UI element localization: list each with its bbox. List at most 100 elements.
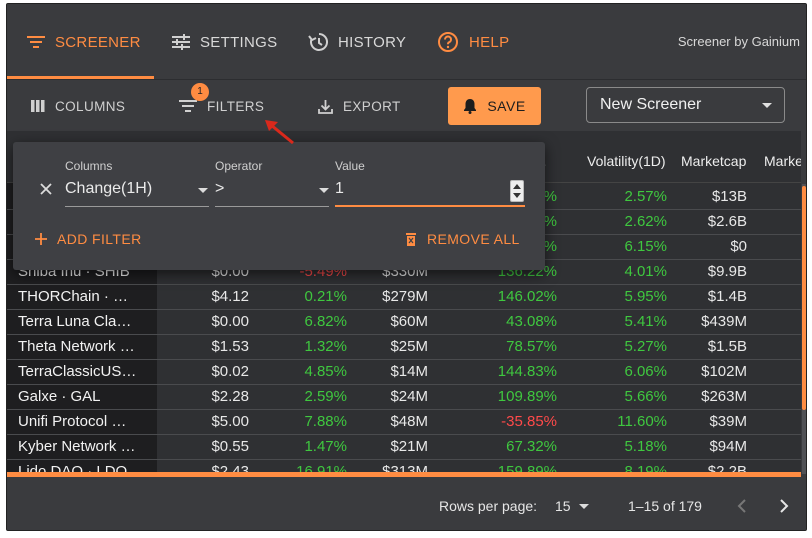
chevron-down-icon bbox=[578, 504, 589, 509]
filter-icon bbox=[179, 100, 197, 112]
cell-price: $0.02 bbox=[211, 363, 249, 380]
pagination-bar: Rows per page: 15 1–15 of 179 bbox=[7, 481, 806, 530]
cell-name: THORChain · … bbox=[7, 285, 157, 309]
columns-label: COLUMNS bbox=[55, 98, 126, 114]
tab-history[interactable]: HISTORY bbox=[308, 4, 406, 80]
prev-page-button[interactable] bbox=[737, 481, 747, 530]
columns-icon bbox=[31, 100, 45, 112]
cell-change: 144.83% bbox=[497, 363, 557, 380]
help-circle-icon bbox=[438, 32, 458, 52]
chevron-down-icon bbox=[319, 188, 329, 193]
tab-screener[interactable]: SCREENER bbox=[27, 4, 141, 80]
cell-change-1h: 1.47% bbox=[304, 438, 347, 455]
remove-all-button[interactable]: REMOVE ALL bbox=[405, 231, 520, 247]
column-select[interactable]: Change(1H) bbox=[65, 180, 153, 197]
cell-marketcap: $1.5B bbox=[707, 338, 747, 355]
cell-marketcap: $39M bbox=[709, 413, 747, 430]
chevron-down-icon bbox=[762, 103, 772, 108]
cell-name: Kyber Network … bbox=[7, 435, 157, 459]
tab-history-label: HISTORY bbox=[338, 33, 407, 51]
close-icon[interactable] bbox=[40, 183, 52, 195]
value-field-label: Value bbox=[335, 159, 365, 173]
filters-button[interactable]: FILTERS bbox=[179, 81, 264, 131]
cell-volatility: 5.66% bbox=[624, 388, 667, 405]
cell-price: $2.28 bbox=[211, 388, 249, 405]
cell-price: $4.12 bbox=[211, 288, 249, 305]
cell-change: 43.08% bbox=[506, 313, 557, 330]
tab-help[interactable]: HELP bbox=[437, 4, 509, 80]
cell-marketcap: $102M bbox=[701, 363, 747, 380]
tab-settings-label: SETTINGS bbox=[200, 33, 278, 51]
vertical-scroll-thumb[interactable] bbox=[802, 186, 806, 410]
cell-name: Terra Luna Cla… bbox=[7, 310, 157, 334]
cell-volatility: 5.41% bbox=[624, 313, 667, 330]
header-volatility[interactable]: Volatility(1D) bbox=[587, 153, 666, 169]
cell-volatility: 6.15% bbox=[624, 238, 667, 255]
header-marketcap[interactable]: Marketcap bbox=[681, 153, 747, 169]
top-nav: SCREENER SETTINGS HISTORY HELP Screener … bbox=[7, 4, 806, 80]
screener-select-value: New Screener bbox=[600, 96, 702, 113]
cell-change: 109.89% bbox=[497, 388, 557, 405]
number-spinner[interactable] bbox=[510, 180, 524, 202]
next-page-button[interactable] bbox=[779, 481, 789, 530]
pointer-arrow-icon bbox=[265, 120, 294, 145]
trash-icon bbox=[406, 233, 416, 246]
cell-price: $0.55 bbox=[211, 438, 249, 455]
cell-change-1h: 4.85% bbox=[304, 363, 347, 380]
cell-volume: $60M bbox=[390, 313, 428, 330]
cell-change-1h: 1.32% bbox=[304, 338, 347, 355]
table-row[interactable]: Terra Luna Cla… $0.00 6.82% $60M 43.08% 5.41%… bbox=[7, 310, 801, 335]
value-input[interactable]: 1 bbox=[335, 180, 344, 197]
horizontal-scrollbar[interactable] bbox=[7, 472, 801, 477]
increment-icon[interactable] bbox=[513, 184, 521, 189]
table-row[interactable]: Unifi Protocol … $5.00 7.88% $48M -35.85% 11.… bbox=[7, 410, 801, 435]
table-row[interactable]: Kyber Network … $0.55 1.47% $21M 67.32% 5.18%… bbox=[7, 435, 801, 460]
cell-price: $0.00 bbox=[211, 313, 249, 330]
tab-settings[interactable]: SETTINGS bbox=[172, 4, 277, 80]
decrement-icon[interactable] bbox=[513, 193, 521, 198]
bell-icon bbox=[464, 99, 477, 114]
operator-select-underline bbox=[215, 206, 329, 207]
toolbar: COLUMNS FILTERS 1 EXPORT SAVE New Screen… bbox=[7, 81, 806, 131]
table-row[interactable]: Theta Network … $1.53 1.32% $25M 78.57% 5.27%… bbox=[7, 335, 801, 360]
header-market[interactable]: Market bbox=[764, 153, 801, 169]
table-row[interactable]: Galxe · GAL $2.28 2.59% $24M 109.89% 5.66% $26… bbox=[7, 385, 801, 410]
cell-volatility: 2.57% bbox=[624, 188, 667, 205]
cell-change-1h: 2.59% bbox=[304, 388, 347, 405]
cell-volatility: 2.62% bbox=[624, 213, 667, 230]
cell-price: $5.00 bbox=[211, 413, 249, 430]
cell-volatility: 5.18% bbox=[624, 438, 667, 455]
cell-price: $1.53 bbox=[211, 338, 249, 355]
save-button[interactable]: SAVE bbox=[448, 87, 541, 125]
add-filter-button[interactable]: ADD FILTER bbox=[35, 231, 142, 247]
cell-marketcap: $263M bbox=[701, 388, 747, 405]
value-input-underline bbox=[335, 205, 525, 207]
columns-button[interactable]: COLUMNS bbox=[31, 81, 125, 131]
filter-popup: Columns Operator Value Change(1H) > 1 AD… bbox=[13, 142, 545, 270]
cell-volatility: 4.01% bbox=[624, 263, 667, 280]
cell-volume: $48M bbox=[390, 413, 428, 430]
cell-change: 78.57% bbox=[506, 338, 557, 355]
column-select-underline bbox=[65, 206, 209, 207]
screener-select[interactable]: New Screener bbox=[586, 87, 785, 123]
tab-help-label: HELP bbox=[469, 33, 510, 51]
cell-volume: $14M bbox=[390, 363, 428, 380]
rows-per-page-value: 15 bbox=[555, 498, 571, 514]
remove-all-label: REMOVE ALL bbox=[427, 231, 520, 247]
chevron-right-icon bbox=[780, 499, 789, 513]
page-range: 1–15 of 179 bbox=[628, 498, 702, 514]
cell-change-1h: 0.21% bbox=[304, 288, 347, 305]
filter-count-badge: 1 bbox=[191, 83, 209, 101]
rows-per-page-label: Rows per page: bbox=[439, 498, 538, 514]
cell-volume: $25M bbox=[390, 338, 428, 355]
columns-field-label: Columns bbox=[65, 159, 113, 173]
cell-change-1h: 7.88% bbox=[304, 413, 347, 430]
table-row[interactable]: THORChain · … $4.12 0.21% $279M 146.02% 5.95%… bbox=[7, 285, 801, 310]
table-row[interactable]: TerraClassicUS… $0.02 4.85% $14M 144.83% 6.06… bbox=[7, 360, 801, 385]
filters-label: FILTERS bbox=[207, 98, 265, 114]
cell-marketcap: $13B bbox=[711, 188, 747, 205]
export-button[interactable]: EXPORT bbox=[318, 81, 401, 131]
rows-per-page-select[interactable]: 15 bbox=[555, 481, 589, 530]
export-label: EXPORT bbox=[343, 98, 401, 114]
operator-select[interactable]: > bbox=[215, 180, 225, 197]
